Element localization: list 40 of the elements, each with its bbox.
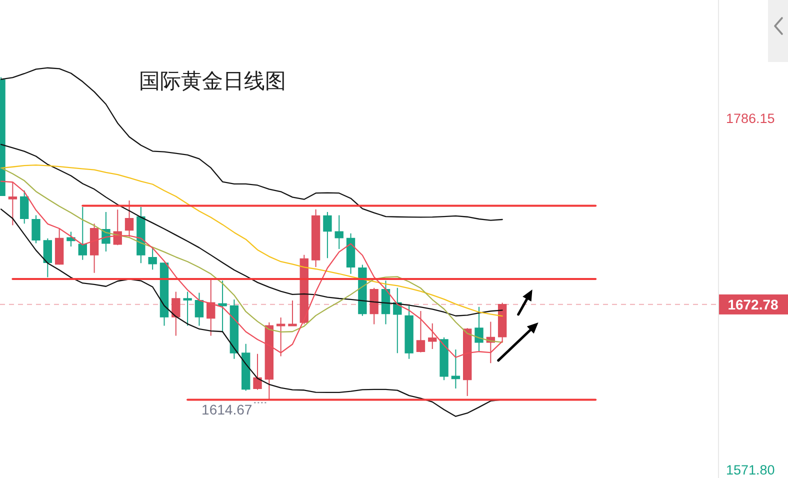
candlestick — [183, 291, 192, 326]
candlestick — [124, 200, 134, 238]
candlestick — [370, 287, 378, 325]
candlestick — [218, 280, 227, 333]
candlestick — [54, 228, 64, 266]
candlestick — [428, 322, 437, 350]
annotation: 1614.67 — [202, 402, 252, 418]
candlestick — [334, 214, 344, 250]
candlestick — [404, 305, 414, 360]
y-tick-label: 1571.80 — [726, 462, 775, 478]
candlestick — [194, 292, 204, 326]
line-series — [0, 67, 503, 221]
candlestick — [90, 223, 99, 274]
y-tick-label: 1786.15 — [726, 111, 775, 126]
candlestick — [416, 310, 426, 353]
candlestick — [276, 317, 286, 357]
candlestick — [311, 208, 320, 268]
candlestick — [172, 291, 180, 336]
candlestick — [346, 232, 356, 274]
candlestick — [206, 278, 216, 336]
candlestick — [136, 206, 146, 264]
candlestick — [43, 238, 52, 278]
candlestick — [440, 336, 448, 381]
ref-line-label: 1672.78 — [728, 296, 779, 312]
candlestick — [474, 306, 484, 352]
candlestick — [66, 231, 76, 248]
candlestick — [242, 343, 250, 392]
candlestick — [148, 248, 157, 270]
candlestick — [393, 287, 402, 354]
text: 国际黄金日线图 — [139, 69, 286, 93]
candlestick — [264, 322, 274, 400]
candlestick — [288, 300, 297, 326]
candlestick — [451, 348, 460, 389]
candlestick — [32, 214, 40, 244]
candlestick — [463, 328, 472, 397]
candlestick — [253, 353, 262, 390]
candlestick — [8, 181, 18, 226]
candlestick — [20, 190, 29, 224]
candlestick — [78, 206, 87, 260]
candlestick — [323, 211, 332, 259]
